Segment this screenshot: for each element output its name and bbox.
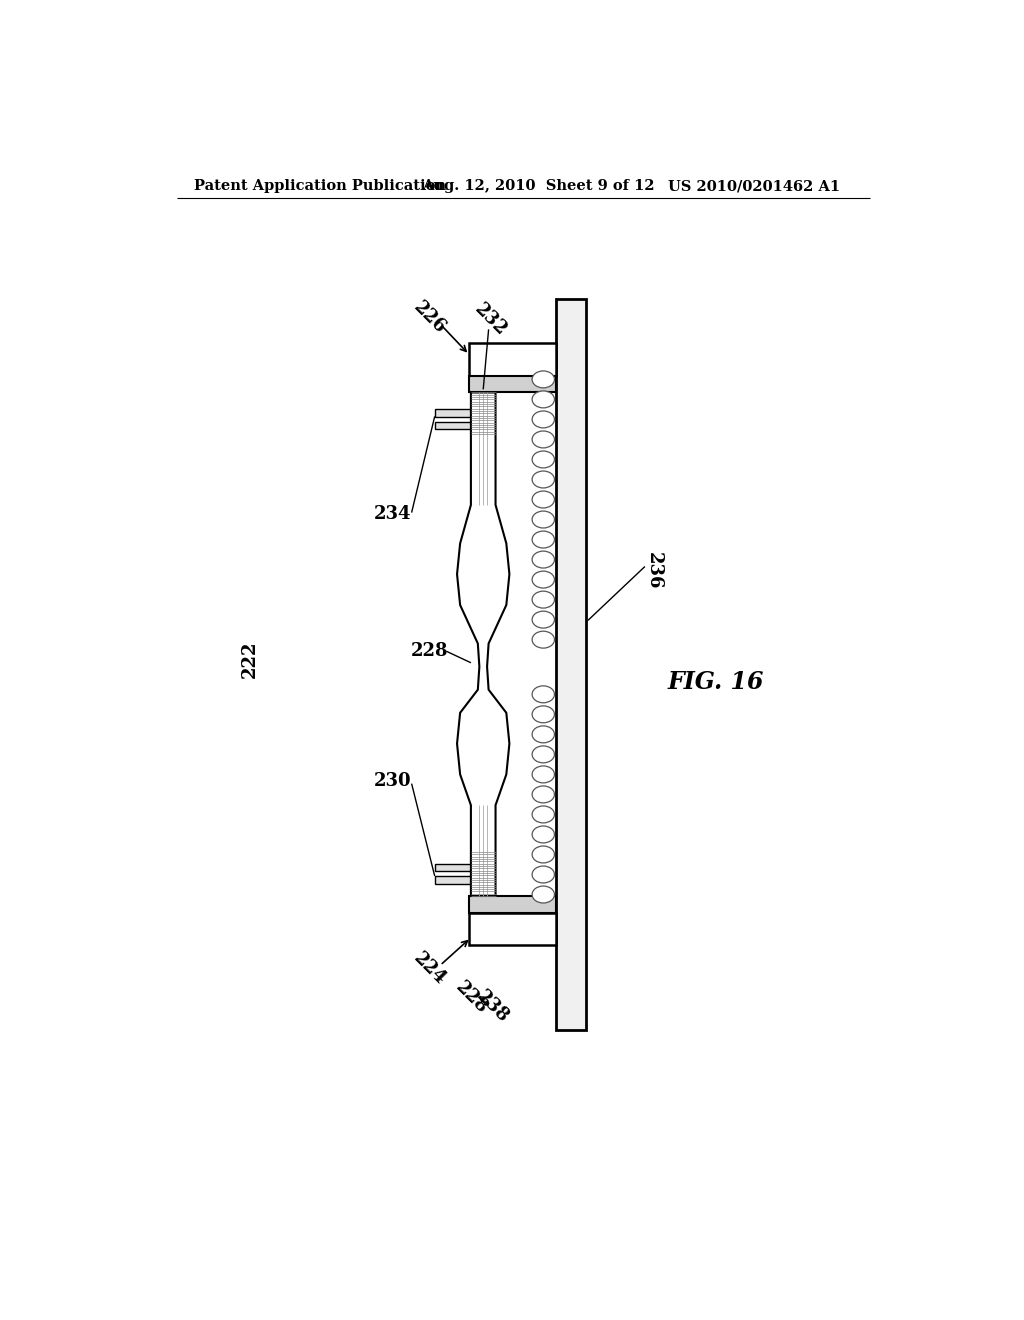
- Text: 232: 232: [471, 301, 511, 339]
- Ellipse shape: [532, 766, 554, 783]
- Polygon shape: [457, 392, 509, 896]
- Text: US 2010/0201462 A1: US 2010/0201462 A1: [668, 180, 840, 193]
- Bar: [435, 863, 477, 871]
- Text: Aug. 12, 2010  Sheet 9 of 12: Aug. 12, 2010 Sheet 9 of 12: [422, 180, 654, 193]
- Bar: [556, 298, 586, 1030]
- Ellipse shape: [532, 746, 554, 763]
- Ellipse shape: [532, 430, 554, 447]
- Bar: [469, 913, 556, 945]
- Bar: [435, 876, 477, 884]
- Ellipse shape: [532, 686, 554, 702]
- Ellipse shape: [532, 451, 554, 469]
- Text: 236: 236: [645, 552, 664, 589]
- Ellipse shape: [532, 511, 554, 528]
- Ellipse shape: [532, 371, 554, 388]
- Ellipse shape: [532, 706, 554, 723]
- Text: 224: 224: [410, 949, 449, 989]
- Ellipse shape: [532, 491, 554, 508]
- Bar: [435, 422, 477, 429]
- Text: Patent Application Publication: Patent Application Publication: [194, 180, 445, 193]
- Text: 226: 226: [410, 298, 449, 338]
- Ellipse shape: [532, 411, 554, 428]
- Text: FIG. 16: FIG. 16: [668, 671, 764, 694]
- Ellipse shape: [532, 846, 554, 863]
- Text: 230: 230: [374, 772, 412, 789]
- Ellipse shape: [532, 572, 554, 589]
- Ellipse shape: [532, 886, 554, 903]
- Text: 222: 222: [241, 640, 259, 677]
- Bar: [435, 409, 477, 417]
- Text: 228: 228: [411, 643, 449, 660]
- Ellipse shape: [532, 807, 554, 822]
- Ellipse shape: [532, 531, 554, 548]
- Ellipse shape: [532, 785, 554, 803]
- Text: 234: 234: [374, 506, 411, 523]
- Ellipse shape: [532, 631, 554, 648]
- Text: 228: 228: [452, 978, 492, 1018]
- Bar: [469, 343, 556, 376]
- Text: 238: 238: [473, 987, 512, 1027]
- Ellipse shape: [532, 866, 554, 883]
- Ellipse shape: [532, 826, 554, 843]
- Ellipse shape: [532, 471, 554, 488]
- Ellipse shape: [532, 552, 554, 568]
- Ellipse shape: [532, 611, 554, 628]
- Ellipse shape: [532, 726, 554, 743]
- Ellipse shape: [532, 391, 554, 408]
- Ellipse shape: [532, 591, 554, 609]
- Bar: [469, 896, 556, 913]
- Bar: [469, 375, 556, 392]
